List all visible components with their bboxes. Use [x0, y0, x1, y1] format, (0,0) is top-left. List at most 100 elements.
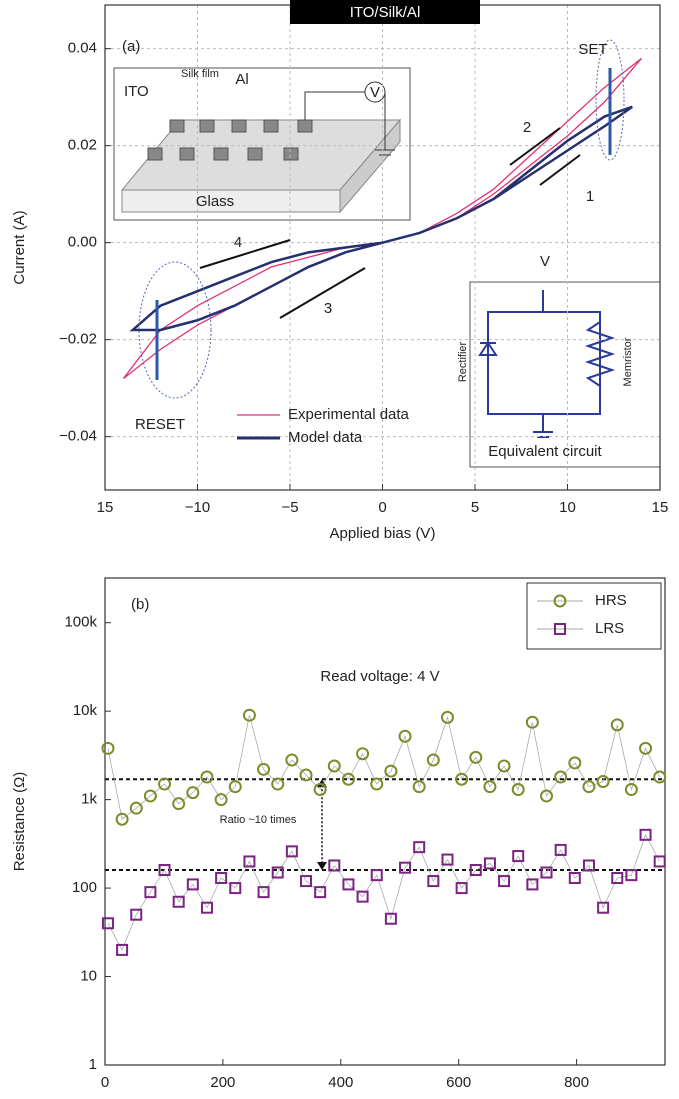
marker [596, 775, 610, 789]
direction-arrow [509, 127, 561, 166]
annotation: 1 [586, 188, 594, 205]
marker [497, 759, 511, 773]
x-tick-label: 10 [559, 499, 576, 516]
marker [426, 753, 440, 767]
marker [398, 729, 412, 743]
marker [611, 871, 624, 884]
annotation: SET [578, 41, 607, 58]
direction-arrow [199, 239, 291, 269]
marker [144, 886, 157, 899]
x-tick-label: 5 [471, 499, 479, 516]
marker [540, 789, 554, 803]
marker [143, 789, 157, 803]
marker [271, 866, 284, 879]
plot-frame [104, 577, 666, 1066]
annotation: V [540, 253, 550, 270]
annotation: Al [235, 71, 248, 88]
connector [107, 715, 661, 820]
marker [215, 871, 228, 884]
marker [639, 828, 652, 841]
annotation: (b) [131, 596, 149, 613]
marker [186, 878, 199, 891]
marker [582, 780, 596, 794]
marker [158, 864, 171, 877]
marker [257, 886, 270, 899]
annotation: 2 [523, 119, 531, 136]
annotation: Read voltage: 4 V [320, 668, 439, 685]
marker [639, 741, 653, 755]
x-tick-label: 600 [446, 1074, 471, 1091]
marker [370, 869, 383, 882]
marker [200, 770, 214, 784]
marker [384, 764, 398, 778]
annotation: Silk film [181, 68, 219, 80]
marker [327, 759, 341, 773]
marker [243, 855, 256, 868]
chart-title: ITO/Silk/Al [350, 4, 421, 21]
legend-marker [553, 594, 567, 608]
marker [597, 901, 610, 914]
marker [568, 871, 581, 884]
legend-marker [554, 623, 566, 635]
annotation: (a) [122, 38, 140, 55]
marker [653, 770, 667, 784]
marker [342, 878, 355, 891]
marker [101, 741, 115, 755]
x-tick-label: 200 [210, 1074, 235, 1091]
annotation: Equivalent circuit [488, 443, 602, 460]
annotation: V [370, 84, 380, 101]
direction-arrow [539, 154, 581, 186]
y-tick-label: 1 [89, 1056, 97, 1073]
arrow-head [317, 862, 327, 871]
marker [328, 859, 341, 872]
marker [483, 780, 497, 794]
marker [525, 715, 539, 729]
marker [441, 853, 454, 866]
connector [107, 833, 661, 951]
marker [299, 768, 313, 782]
y-tick-label: −0.02 [59, 331, 97, 348]
y-tick-label: 0.02 [68, 137, 97, 154]
legend-label: HRS [595, 592, 627, 609]
legend-box [526, 582, 662, 650]
marker [653, 855, 666, 868]
device-inset [113, 67, 411, 221]
x-tick-label: −5 [281, 499, 298, 516]
marker [186, 786, 200, 800]
annotation: Memristor [622, 337, 634, 386]
marker [384, 912, 397, 925]
marker [285, 753, 299, 767]
annotation: RESET [135, 416, 185, 433]
y-axis-title: Current (A) [11, 210, 28, 284]
marker [285, 845, 298, 858]
x-tick-label: 800 [564, 1074, 589, 1091]
y-tick-label: 10 [80, 968, 97, 985]
marker [200, 901, 213, 914]
legend-label: LRS [595, 620, 624, 637]
y-tick-label: 10k [73, 702, 98, 719]
marker [469, 750, 483, 764]
annotation: Rectifier [457, 341, 469, 382]
annotation: Ratio ~10 times [220, 814, 297, 826]
marker [568, 756, 582, 770]
marker [116, 943, 129, 956]
direction-arrow [279, 267, 366, 319]
y-tick-label: 100 [72, 879, 97, 896]
x-tick-label: 0 [101, 1074, 109, 1091]
y-tick-label: 0.04 [68, 40, 97, 57]
x-tick-label: −10 [185, 499, 210, 516]
x-tick-label: 15 [97, 499, 114, 516]
set-ellipse [595, 39, 625, 161]
y-tick-label: 1k [81, 791, 97, 808]
annotation: 4 [234, 234, 242, 251]
marker [172, 895, 185, 908]
marker [129, 801, 143, 815]
marker [300, 875, 313, 888]
marker [512, 850, 525, 863]
marker [242, 708, 256, 722]
marker [427, 875, 440, 888]
marker [498, 875, 511, 888]
annotation: ITO [124, 83, 149, 100]
y-tick-label: 100k [64, 614, 97, 631]
